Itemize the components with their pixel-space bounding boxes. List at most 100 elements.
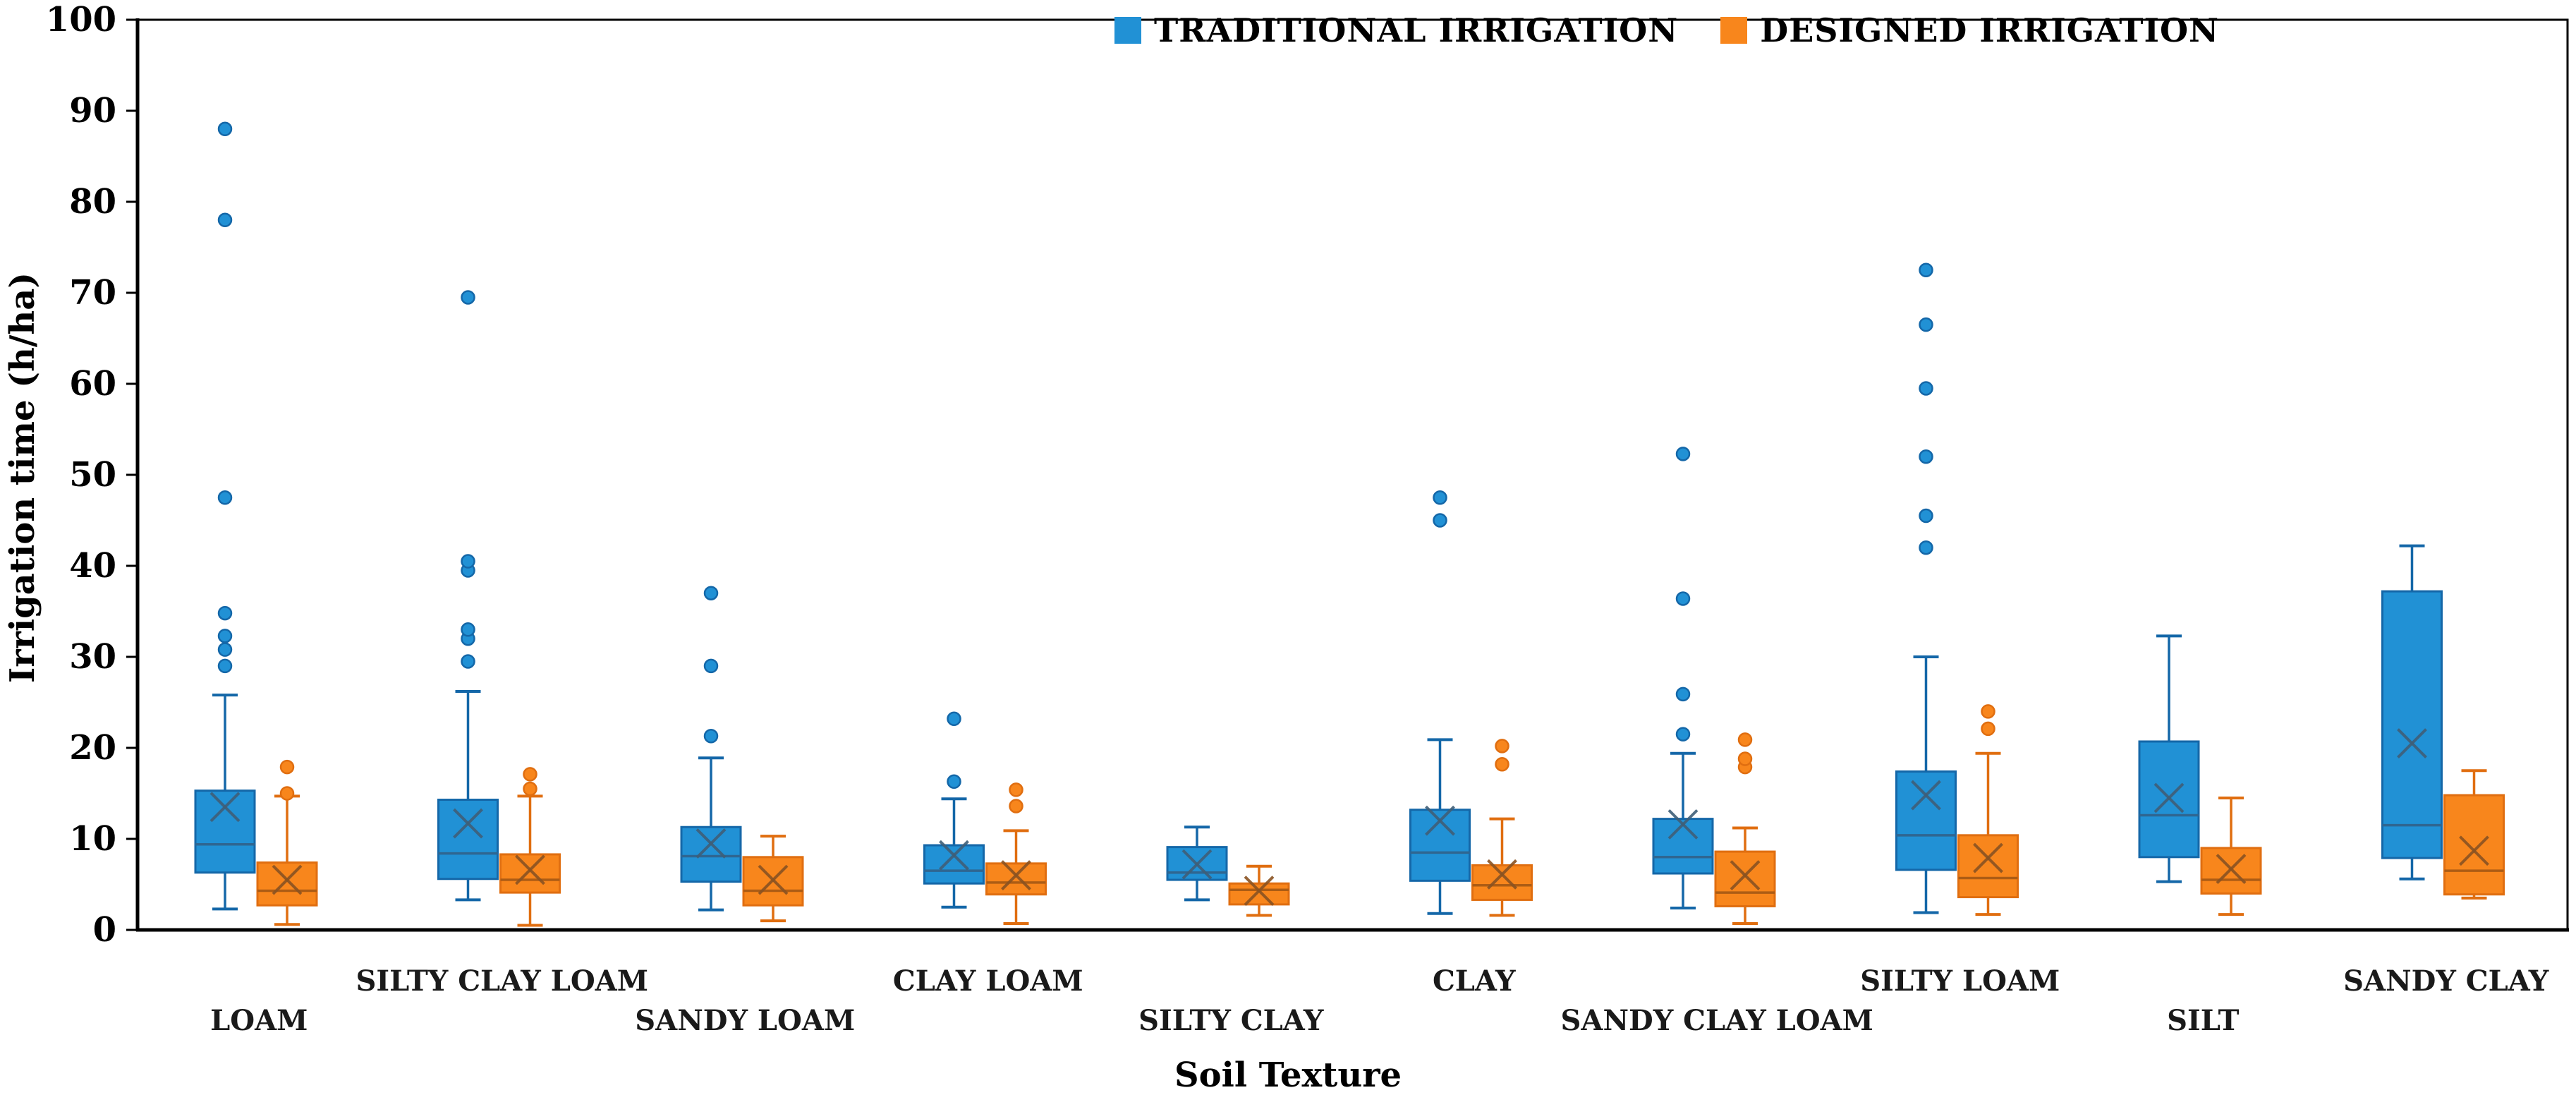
plot-border [136,18,2569,931]
legend-label-traditional: TRADITIONAL IRRIGATION [1154,11,1679,49]
box-traditional-silty-loam-outlier-dot [1919,508,1933,524]
box-designed-silty-clay-loam-mean-x-icon [515,854,545,885]
x-category-label: SILTY CLAY [1138,1004,1324,1037]
box-designed-clay-loam-outlier-dot [1009,782,1023,797]
y-tick-label: 100 [46,0,116,40]
box-traditional-sandy-loam-mean-x-icon [695,828,727,859]
box-traditional-silty-loam-outlier-dot [1919,449,1933,464]
box-traditional-sandy-clay-loam-outlier-dot [1675,686,1691,702]
y-tick-label: 60 [69,364,116,404]
box-traditional-loam-outlier-dot [217,121,233,137]
box-traditional-silty-clay-loam-outlier-dot [461,554,475,569]
designed-swatch-icon [1720,17,1748,44]
box-designed-sandy-clay-loam-mean-x-icon [1730,860,1761,891]
box-traditional-loam-mean-x-icon [209,792,241,823]
box-designed-silty-clay-loam [499,853,561,894]
box-designed-loam-mean-x-icon [272,864,303,895]
x-category-label: SILT [2167,1004,2239,1037]
box-traditional-sandy-clay-loam-outlier-dot [1675,591,1691,606]
x-axis-title: Soil Texture [1174,1055,1402,1095]
legend-item-designed: DESIGNED IRRIGATION [1720,11,2219,49]
box-traditional-sandy-loam-outlier-dot [703,728,719,744]
box-traditional-sandy-clay [2381,590,2443,859]
x-category-label: SILTY LOAM [1860,964,2060,998]
box-traditional-clay-loam-outlier-dot [947,774,961,789]
x-category-label: SANDY CLAY LOAM [1561,1004,1873,1037]
traditional-swatch-icon [1114,17,1141,44]
box-designed-loam-outlier-dot [279,759,295,775]
box-designed-clay-loam-mean-x-icon [1001,860,1031,891]
box-traditional-sandy-clay-mean-x-icon [2397,728,2427,758]
box-traditional-silty-loam-mean-x-icon [1911,780,1941,811]
box-designed-silty-clay [1228,882,1290,906]
x-category-label: SILTY CLAY LOAM [356,964,648,998]
box-traditional-loam-outlier-dot [217,490,233,505]
box-traditional-loam-outlier-dot [217,605,233,621]
box-designed-clay-outlier-dot [1495,739,1509,754]
y-tick-label: 50 [69,455,116,495]
box-traditional-silt-mean-x-icon [2153,782,2185,813]
box-designed-clay [1471,864,1533,901]
y-tick-label: 40 [69,546,116,586]
box-traditional-sandy-loam [680,825,742,883]
box-traditional-silty-clay-loam-mean-x-icon [453,808,483,839]
box-designed-silty-loam [1957,834,2019,899]
box-traditional-silty-loam-outlier-dot [1919,381,1933,396]
box-traditional-sandy-clay-loam [1652,818,1714,875]
y-tick-label: 70 [69,273,116,313]
box-designed-silty-clay-mean-x-icon [1244,876,1275,906]
box-traditional-loam-outlier-dot [217,629,233,643]
box-designed-sandy-clay [2443,794,2505,896]
box-traditional-clay-outlier-dot [1433,513,1447,528]
box-designed-silty-loam-outlier-dot [1981,721,1995,737]
box-designed-loam [256,861,318,907]
box-designed-sandy-clay-loam-outlier-dot [1737,751,1753,766]
box-traditional-loam [194,790,256,874]
box-designed-clay-outlier-dot [1495,756,1509,772]
box-designed-silty-clay-loam-outlier-dot [523,767,537,782]
x-category-label: SANDY LOAM [635,1004,855,1037]
box-traditional-silty-loam-outlier-dot [1919,262,1933,277]
box-traditional-silty-loam-outlier-dot [1919,317,1933,332]
y-tick-label: 30 [69,637,116,677]
y-tick-label: 20 [69,728,116,768]
box-traditional-silty-loam [1895,770,1957,871]
box-designed-sandy-loam-mean-x-icon [758,864,789,895]
box-traditional-sandy-clay-loam-outlier-dot [1675,447,1691,461]
box-traditional-silty-clay-loam-outlier-dot [461,290,475,305]
x-category-label: CLAY [1433,964,1516,998]
box-traditional-silty-loam-outlier-dot [1919,540,1933,555]
box-traditional-sandy-clay-loam-outlier-dot [1675,727,1691,742]
box-traditional-clay-mean-x-icon [1425,805,1455,836]
x-category-label: SANDY CLAY [2343,964,2549,998]
box-traditional-clay-loam [923,844,985,885]
box-designed-silty-clay-loam-outlier-dot [523,781,537,797]
box-traditional-sandy-loam-outlier-dot [703,658,719,674]
y-tick-label: 80 [69,182,116,222]
box-designed-clay-mean-x-icon [1487,859,1517,890]
box-traditional-loam-outlier-dot [217,658,233,674]
box-designed-sandy-clay-mean-x-icon [2459,835,2489,866]
box-designed-silt-mean-x-icon [2216,854,2247,884]
box-traditional-silty-clay-loam-outlier-dot [461,622,475,637]
box-designed-clay-loam [985,862,1047,896]
box-traditional-clay-loam-outlier-dot [947,711,961,726]
box-traditional-loam-outlier-dot [217,642,233,657]
box-designed-sandy-clay-loam [1714,850,1776,907]
legend-label-designed: DESIGNED IRRIGATION [1760,11,2220,49]
y-tick-label: 90 [69,91,116,131]
box-designed-silty-loam-mean-x-icon [1973,842,2003,873]
box-designed-silty-loam-outlier-dot [1981,704,1995,719]
box-designed-clay-loam-outlier-dot [1009,799,1023,813]
y-axis-title: Irrigation time (h/ha) [3,272,42,684]
box-traditional-clay-loam-mean-x-icon [939,840,969,871]
box-traditional-silty-clay-loam-outlier-dot [461,654,475,669]
box-traditional-clay-outlier-dot [1433,490,1447,505]
x-category-label: CLAY LOAM [893,964,1083,998]
box-designed-sandy-clay-loam-outlier-dot [1737,732,1753,747]
y-tick-label: 10 [69,819,116,859]
box-traditional-sandy-loam-outlier-dot [703,586,719,600]
box-traditional-silty-clay-mean-x-icon [1181,849,1213,880]
